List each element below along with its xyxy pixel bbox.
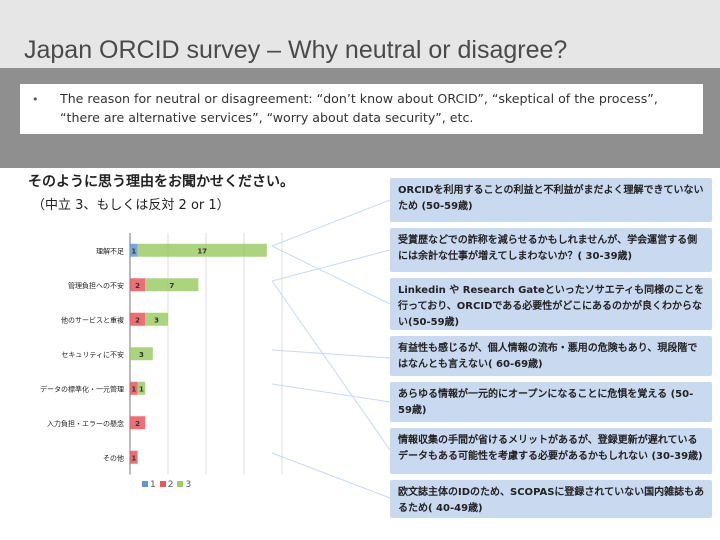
data-label: 1 [131,454,136,462]
bar-segment [130,416,146,430]
bar-segment [130,381,138,395]
legend-swatch [159,481,166,487]
comment-box: 情報収集の手間が省けるメリットがあるが、登録更新が遅れているデータもある可能性を… [390,428,712,474]
legend-swatch [142,481,148,487]
comment-box: 欧文誌主体のIDのため、SCOPASに登録されていない国内雑誌もあるため( 40… [390,480,712,518]
comment-box: あらゆる情報が一元的にオープンになることに危惧を覚える (50-59歳) [390,382,712,422]
question-subheading: （中立 3、もしくは反対 2 or 1） [32,198,230,213]
category-label: データの標準化・一元管理 [40,384,124,393]
x-tick-label: 5 [165,480,170,481]
data-label: 7 [169,282,174,290]
x-tick-label: 20 [277,480,287,481]
category-label: 他のサービスと重複 [61,315,124,324]
connector-line [271,245,391,305]
data-label: 3 [154,316,159,324]
comment-text: Linkedin や Research Gateといったソサエティも同様のことを… [398,285,705,328]
x-tick-label: 10 [201,480,211,481]
comment-box: Linkedin や Research Gateといったソサエティも同様のことを… [390,278,712,330]
category-label: 理解不足 [96,246,124,255]
data-label: 17 [197,247,207,255]
bar-segment [137,243,267,257]
legend-label: 2 [167,480,174,490]
bar-segment [130,243,138,257]
connector-line [271,349,391,359]
comment-text: 情報収集の手間が省けるメリットがあるが、登録更新が遅れているデータもある可能性を… [398,435,703,462]
legend-swatch [177,481,184,487]
bullet-dot-icon: • [32,93,39,106]
comment-text: 欧文誌主体のIDのため、SCOPASに登録されていない国内雑誌もあるため( 40… [398,487,705,514]
bar-segment [145,278,199,292]
data-label: 2 [135,420,140,428]
category-label: 入力負担・エラーの懸念 [47,419,124,428]
category-label: セキュリティに不安 [61,350,124,359]
bar-segment [130,278,146,292]
connector-line [271,452,391,499]
data-label: 2 [135,316,140,324]
bar-chart: 0 5 10 15 20 理解不足 1 17 管理負担への不安 2 7 他のサービスと重複 2 3 セキュリ… [40,233,287,481]
question-heading: そのように思う理由をお聞かせください。 [28,174,294,190]
chart-legend: 1 2 3 [138,480,191,490]
comment-box: ORCIDを利用することの利益と不利益がまだよく理解できていないため (50-5… [390,178,712,222]
x-tick-label: 15 [239,480,249,481]
legend-label: 1 [150,480,156,490]
data-label: 2 [135,282,140,290]
bullet-text: The reason for neutral or disagreement: … [60,91,658,125]
bar-segment [130,450,138,464]
title-bar: Japan ORCID survey – Why neutral or disa… [0,0,720,68]
data-label: 1 [131,385,136,393]
connector-line [271,199,391,247]
comment-box: 有益性も感じるが、個人情報の流布・悪用の危険もあり、現段階ではなんとも言えない(… [390,336,712,376]
bar-segment [137,381,146,395]
comment-text: 受賞歴などでの詐称を減らせるかもしれませんが、学会運営する側には余計な仕事が増え… [398,235,698,262]
bar-segment [130,347,153,361]
category-label: その他 [103,453,124,462]
comment-box: 受賞歴などでの詐称を減らせるかもしれませんが、学会運営する側には余計な仕事が増え… [390,228,712,272]
bar-segment [130,312,146,326]
comment-text: 有益性も感じるが、個人情報の流布・悪用の危険もあり、現段階ではなんとも言えない(… [398,343,698,370]
data-label: 1 [139,385,144,393]
x-tick-label: 0 [127,480,132,481]
comment-text: ORCIDを利用することの利益と不利益がまだよく理解できていないため (50-5… [398,185,704,212]
data-label: 1 [131,247,136,255]
comment-text: あらゆる情報が一元的にオープンになることに危惧を覚える (50-59歳) [398,389,694,416]
connector-line [271,383,391,403]
bullet-box: • The reason for neutral or disagreement… [20,84,703,134]
slide-title: Japan ORCID survey – Why neutral or disa… [24,36,568,64]
bar-segment [145,312,168,326]
connector-line [271,280,391,451]
legend-label: 3 [185,480,192,490]
data-label: 3 [139,351,144,359]
connector-line [271,249,391,282]
category-label: 管理負担への不安 [68,281,124,290]
